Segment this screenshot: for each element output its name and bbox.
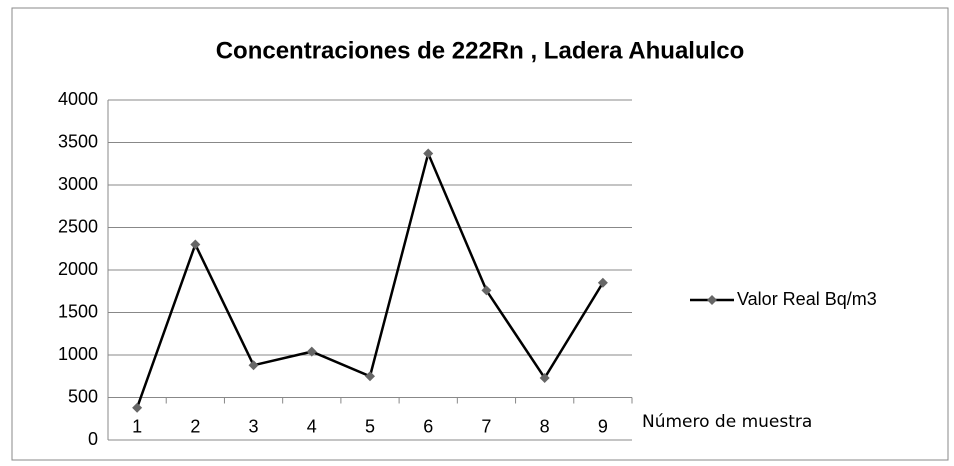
x-tick-label: 4 [307, 416, 317, 436]
marker [597, 277, 608, 288]
marker [423, 148, 434, 159]
marker [190, 239, 201, 250]
y-tick-label: 4000 [58, 89, 98, 109]
x-tick-label: 9 [598, 416, 608, 436]
marker [248, 360, 259, 371]
marker [132, 402, 143, 413]
legend-marker [707, 295, 717, 305]
marker [365, 371, 375, 382]
y-tick-label: 3500 [58, 131, 98, 151]
x-tick-label: 2 [190, 416, 200, 436]
chart-border [11, 7, 949, 461]
marker [539, 372, 550, 383]
legend-label: Valor Real Bq/m3 [737, 289, 877, 309]
x-tick-label: 5 [365, 416, 375, 436]
x-tick-label: 8 [540, 416, 550, 436]
y-tick-label: 500 [68, 386, 98, 406]
y-tick-label: 1500 [58, 301, 98, 321]
marker [306, 346, 317, 357]
x-tick-label: 6 [423, 416, 433, 436]
marker [481, 285, 492, 296]
x-axis-label: Número de muestra [642, 412, 812, 432]
y-tick-label: 3000 [58, 174, 98, 194]
y-tick-label: 1000 [58, 344, 98, 364]
x-tick-label: 1 [132, 416, 142, 436]
x-tick-label: 3 [249, 416, 259, 436]
y-tick-label: 0 [88, 429, 98, 449]
chart-title: Concentraciones de 222Rn , Ladera Ahualu… [216, 37, 745, 64]
x-tick-label: 7 [481, 416, 491, 436]
y-tick-label: 2500 [58, 216, 98, 236]
y-tick-label: 2000 [58, 259, 98, 279]
